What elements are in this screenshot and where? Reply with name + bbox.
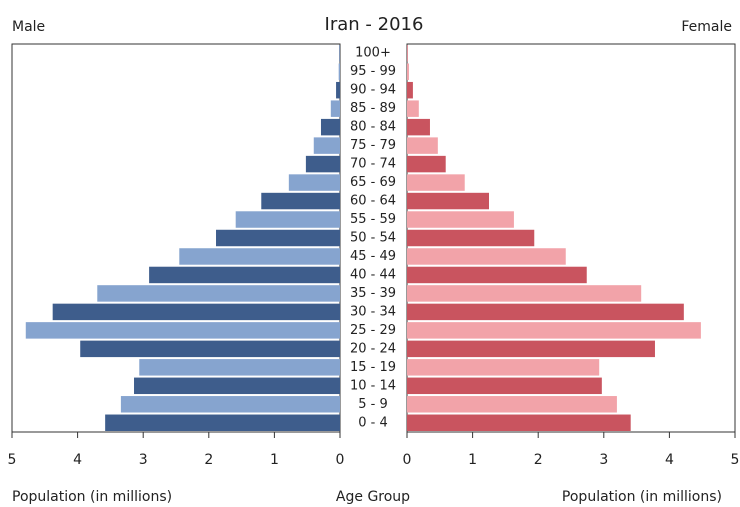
- male-bar: [179, 248, 340, 264]
- x-axis-label: Population (in millions): [12, 489, 172, 505]
- age-label: 100+: [355, 46, 391, 61]
- female-bar: [407, 341, 655, 357]
- age-label: 65 - 69: [350, 175, 396, 190]
- female-bar: [407, 322, 701, 338]
- right-x-tick-label: 5: [731, 452, 740, 468]
- male-bar: [321, 119, 340, 135]
- male-bar: [306, 156, 340, 172]
- right-x-tick-label: 2: [534, 452, 543, 468]
- chart-title: Iran - 2016: [325, 14, 424, 35]
- female-bar: [407, 82, 413, 98]
- x-axis-label: Population (in millions): [562, 489, 722, 505]
- female-bar: [407, 248, 566, 264]
- female-bar: [407, 378, 602, 394]
- right-x-tick-label: 1: [468, 452, 477, 468]
- age-label: 80 - 84: [350, 120, 396, 135]
- female-bar: [407, 156, 446, 172]
- female-bar: [407, 359, 599, 375]
- age-label: 25 - 29: [350, 323, 396, 338]
- female-bar: [407, 211, 514, 227]
- right-x-tick-label: 4: [665, 452, 674, 468]
- female-bar: [407, 396, 617, 412]
- age-label: 55 - 59: [350, 212, 396, 227]
- female-bar: [407, 415, 631, 431]
- age-label: 30 - 34: [350, 304, 396, 319]
- male-bar: [216, 230, 340, 246]
- male-bar: [139, 359, 340, 375]
- male-bar: [339, 45, 340, 61]
- female-bar: [407, 119, 430, 135]
- age-label: 15 - 19: [350, 360, 396, 375]
- age-label: 75 - 79: [350, 138, 396, 153]
- male-bar: [314, 137, 340, 153]
- age-label: 5 - 9: [358, 397, 388, 412]
- age-label: 95 - 99: [350, 64, 396, 79]
- female-bar: [407, 137, 438, 153]
- male-bar: [331, 100, 340, 116]
- left-x-tick-label: 4: [73, 452, 82, 468]
- age-label: 40 - 44: [350, 267, 396, 282]
- right-x-tick-label: 0: [403, 452, 412, 468]
- right-legend: Female: [681, 19, 732, 35]
- left-x-tick-label: 5: [8, 452, 17, 468]
- left-x-tick-label: 3: [139, 452, 148, 468]
- age-label: 60 - 64: [350, 194, 396, 209]
- age-label: 85 - 89: [350, 101, 396, 116]
- female-bar: [407, 63, 409, 79]
- male-bar: [236, 211, 340, 227]
- age-label: 70 - 74: [350, 157, 396, 172]
- age-label: 0 - 4: [358, 415, 388, 430]
- male-bar: [336, 82, 340, 98]
- age-label: 45 - 49: [350, 249, 396, 264]
- male-bar: [26, 322, 340, 338]
- male-bar: [105, 415, 340, 431]
- left-x-tick-label: 1: [270, 452, 279, 468]
- male-bar: [121, 396, 340, 412]
- male-bar: [53, 304, 340, 320]
- female-bar: [407, 100, 419, 116]
- male-bar: [134, 378, 340, 394]
- male-bar: [261, 193, 340, 209]
- right-x-tick-label: 3: [599, 452, 608, 468]
- age-label: 50 - 54: [350, 231, 396, 246]
- age-label: 35 - 39: [350, 286, 396, 301]
- male-bar: [80, 341, 340, 357]
- male-bar: [339, 63, 340, 79]
- female-bar: [407, 230, 534, 246]
- age-label: 10 - 14: [350, 378, 396, 393]
- male-bar: [97, 285, 340, 301]
- female-bar: [407, 45, 408, 61]
- chart: Iran - 2016 Male Female Population (in m…: [0, 0, 740, 507]
- male-bar: [149, 267, 340, 283]
- male-bar: [289, 174, 340, 190]
- female-bar: [407, 304, 684, 320]
- category-axis-label: Age Group: [336, 489, 410, 505]
- age-label: 90 - 94: [350, 83, 396, 98]
- female-bar: [407, 174, 465, 190]
- left-x-tick-label: 0: [336, 452, 345, 468]
- left-x-tick-label: 2: [204, 452, 213, 468]
- left-legend: Male: [12, 19, 45, 35]
- female-bar: [407, 193, 489, 209]
- age-label: 20 - 24: [350, 341, 396, 356]
- female-bar: [407, 267, 587, 283]
- female-bar: [407, 285, 641, 301]
